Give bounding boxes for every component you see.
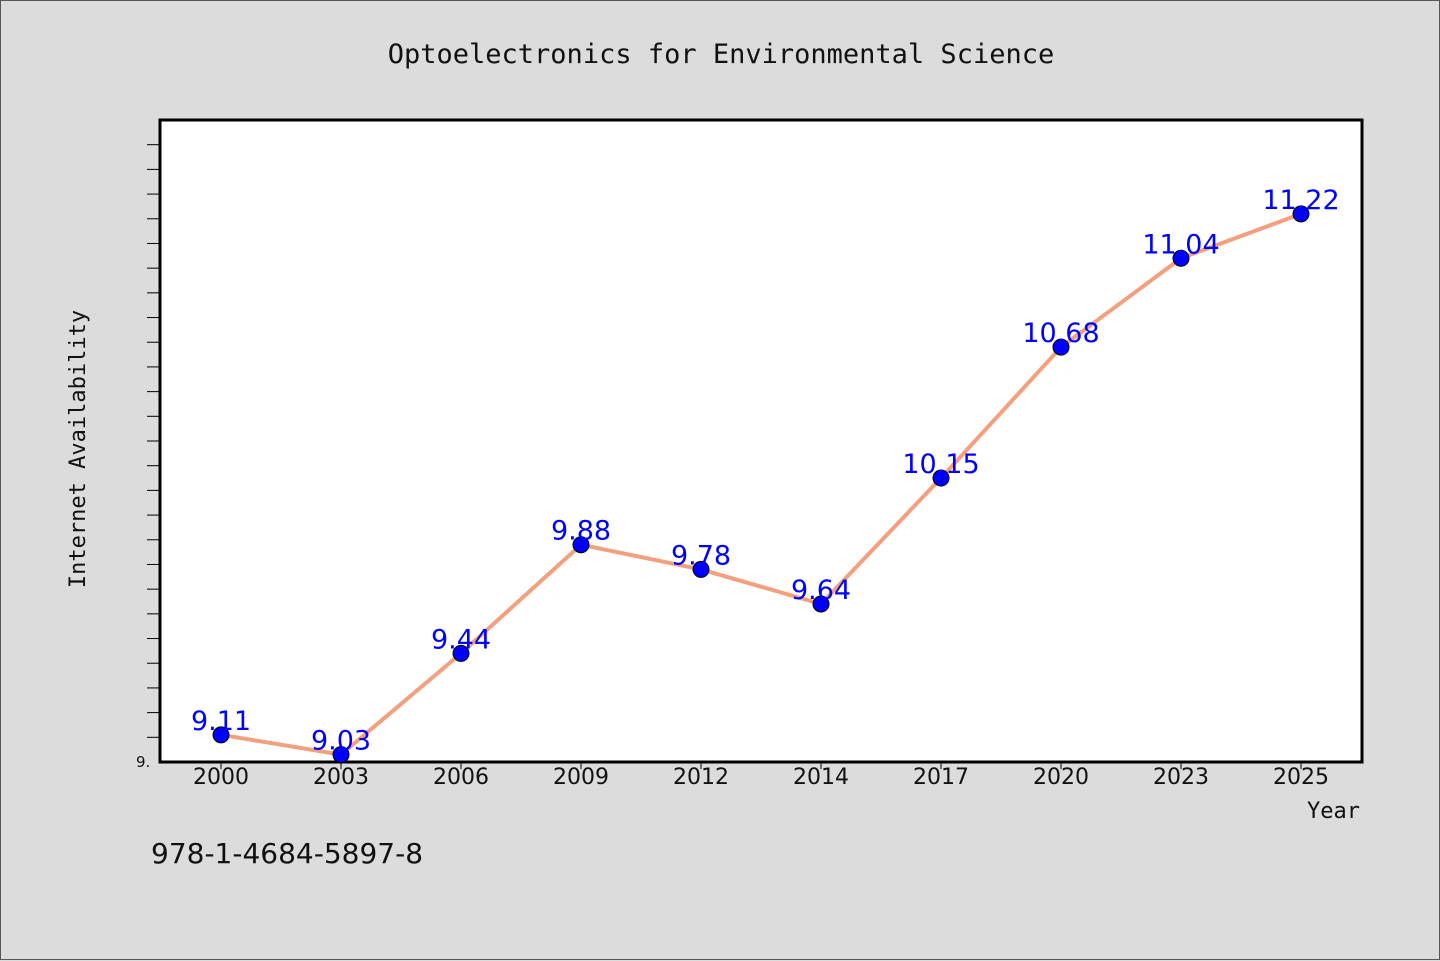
x-tick-label-2003: 2003 [313,765,369,790]
chart-title: Optoelectronics for Environmental Scienc… [388,39,1054,70]
data-point-2009 [572,536,590,554]
data-label-2020: 10.68 [1022,318,1099,349]
x-tick-label-2000: 2000 [193,765,249,790]
x-tick-label-2025: 2025 [1273,765,1329,790]
data-point-2006 [452,644,470,662]
data-label-2025: 11.22 [1262,185,1339,216]
series-layer: 9.11 9.03 9.44 9.88 9.78 9.64 10.15 10.68 11.04 1… [191,185,1340,764]
data-label-2003: 9.03 [311,726,371,757]
y-axis-ticks [147,144,160,738]
x-tick-label-2023: 2023 [1153,765,1209,790]
data-label-2012: 9.78 [671,540,731,571]
data-point-2012 [692,560,710,578]
x-tick-label-2012: 2012 [673,765,729,790]
data-label-2014: 9.64 [791,575,851,606]
data-point-2000 [212,726,230,744]
data-point-2014 [812,595,830,613]
x-tick-label-2020: 2020 [1033,765,1089,790]
plot-area [158,118,1364,764]
data-label-2017: 10.15 [902,449,979,480]
footnote: 978-1-4684-5897-8 [151,837,423,870]
x-tick-label-2017: 2017 [913,765,969,790]
y-axis-label: Internet Availability [66,310,91,588]
x-axis-ticks: 2000 2003 2006 2009 2012 2014 2017 2020 2023 2025 [193,762,1329,790]
data-point-2023 [1172,249,1190,267]
y-tick-label: 9. [136,753,150,771]
x-axis-label: Year [1307,799,1360,824]
data-point-2017 [932,469,950,487]
data-label-2006: 9.44 [431,624,491,655]
x-tick-label-2009: 2009 [553,765,609,790]
data-label-2009: 9.88 [551,516,611,547]
data-point-2025 [1292,205,1310,223]
data-point-2020 [1052,338,1070,356]
data-label-2023: 11.04 [1142,229,1219,260]
data-point-2003 [332,746,350,764]
series-line [219,211,1303,757]
x-tick-label-2014: 2014 [793,765,849,790]
x-tick-label-2006: 2006 [433,765,489,790]
data-label-2000: 9.11 [191,706,251,737]
